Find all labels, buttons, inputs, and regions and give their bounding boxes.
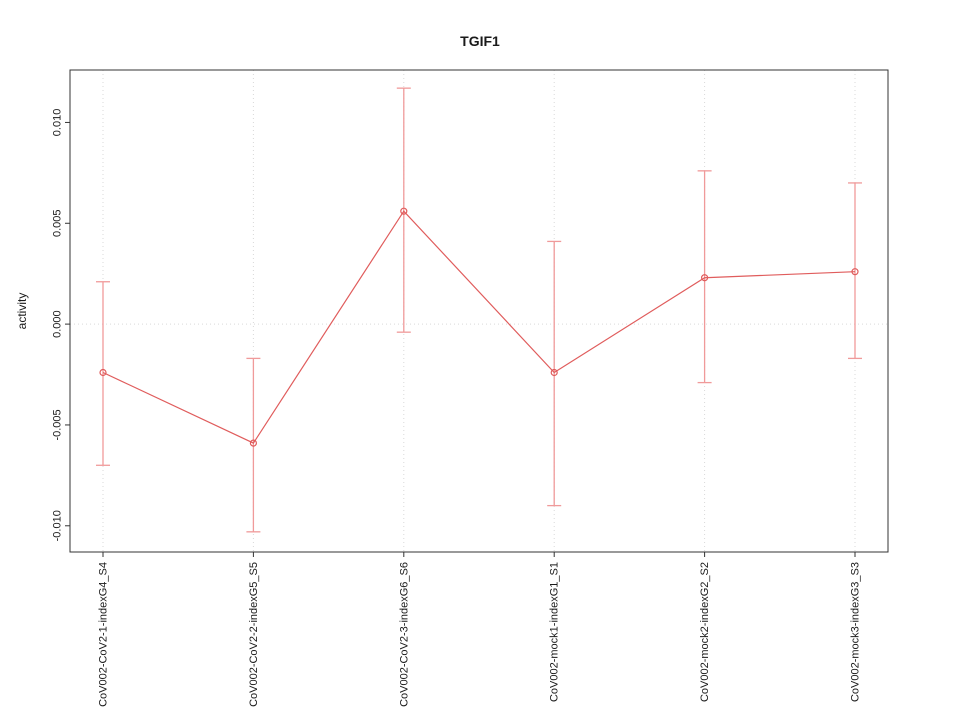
axis-layer: -0.010 -0.005 0.000 0.005 0.010 CoV002-CoV2-1…	[52, 109, 862, 707]
plot-border	[69, 69, 889, 553]
x-tick-label: CoV002-mock3-indexG3_S3	[850, 562, 862, 702]
y-tick-label: 0.000	[52, 310, 64, 338]
x-tick-label: CoV002-mock1-indexG1_S1	[549, 562, 561, 702]
data-point	[700, 274, 709, 282]
series-line	[102, 210, 856, 444]
grid-layer	[70, 70, 888, 552]
y-axis-label: activity	[15, 293, 29, 330]
plot-frame	[69, 69, 889, 553]
data-point	[99, 368, 107, 377]
y-tick-label: 0.005	[52, 210, 64, 238]
data-point	[851, 268, 859, 276]
series-layer	[96, 87, 862, 533]
chart-title: TGIF1	[460, 33, 500, 49]
x-tick-label: CoV002-mock2-indexG2_S2	[699, 562, 711, 702]
y-tick-label: -0.010	[52, 510, 64, 541]
data-point	[249, 439, 257, 447]
y-tick-label: 0.010	[52, 109, 64, 137]
x-tick-label: CoV002-CoV2-2-indexG5_S5	[248, 562, 260, 707]
data-point	[550, 368, 558, 377]
data-point	[400, 207, 408, 215]
x-tick-label: CoV002-CoV2-1-indexG4_S4	[98, 562, 110, 707]
x-tick-label: CoV002-CoV2-3-indexG6_S6	[398, 562, 410, 707]
y-tick-label: -0.005	[52, 409, 64, 440]
